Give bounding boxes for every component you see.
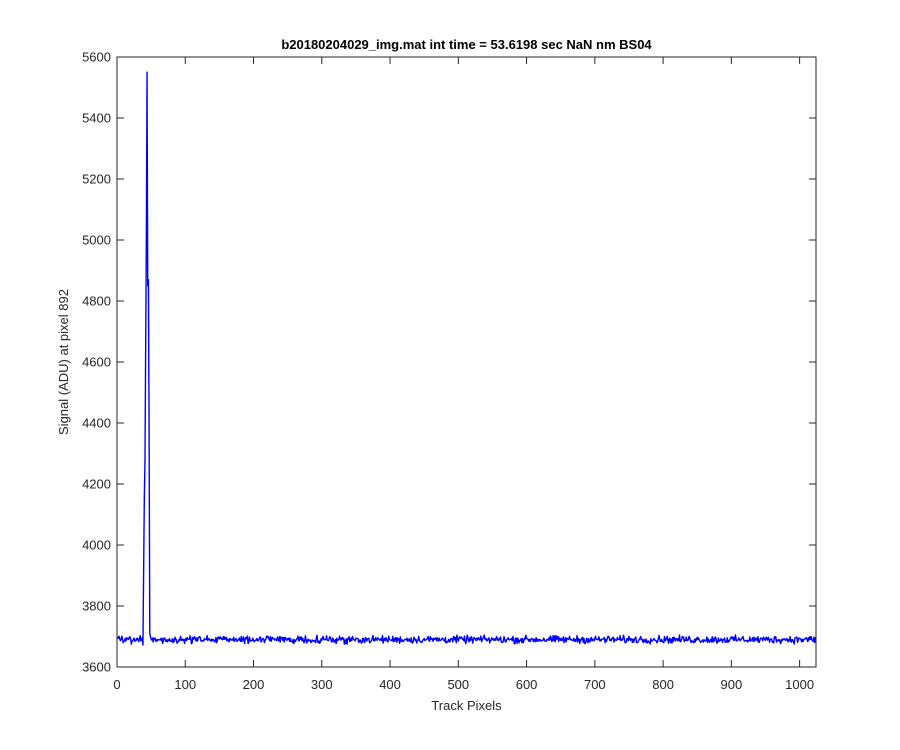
signal-series-line — [116, 71, 817, 646]
y-tick-label: 4200 — [82, 477, 111, 492]
series-layer — [116, 71, 817, 646]
y-axis-label: Signal (ADU) at pixel 892 — [56, 289, 71, 435]
x-tick-label: 300 — [311, 677, 333, 692]
y-axis: 3600 3800 4000 4200 4400 4600 4800 5000 5200 5400… — [82, 50, 816, 675]
x-tick-label: 0 — [113, 677, 120, 692]
x-tick-label: 700 — [584, 677, 606, 692]
y-tick-label: 3800 — [82, 599, 111, 614]
x-axis-label: Track Pixels — [431, 698, 502, 713]
y-tick-label: 4400 — [82, 416, 111, 431]
y-tick-label: 5000 — [82, 233, 111, 248]
y-tick-label: 5600 — [82, 50, 111, 65]
y-tick-label: 5400 — [82, 111, 111, 126]
y-tick-label: 3600 — [82, 660, 111, 675]
y-tick-label: 4000 — [82, 538, 111, 553]
x-tick-label: 200 — [243, 677, 265, 692]
x-tick-label: 500 — [447, 677, 469, 692]
x-tick-label: 900 — [721, 677, 743, 692]
x-tick-label: 800 — [652, 677, 674, 692]
y-tick-label: 4600 — [82, 355, 111, 370]
x-axis: 0 100 200 300 400 500 600 700 800 900 1000 — [113, 57, 814, 692]
plot-area — [117, 57, 816, 667]
x-tick-label: 1000 — [785, 677, 814, 692]
y-tick-label: 4800 — [82, 294, 111, 309]
x-tick-label: 100 — [174, 677, 196, 692]
y-tick-label: 5200 — [82, 172, 111, 187]
x-tick-label: 600 — [516, 677, 538, 692]
x-tick-label: 400 — [379, 677, 401, 692]
chart-title: b20180204029_img.mat int time = 53.6198 … — [281, 37, 652, 52]
